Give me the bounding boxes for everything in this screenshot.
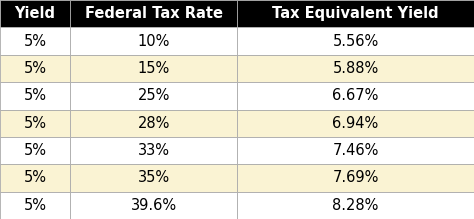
Bar: [0, 164, 70, 192]
Text: Yield: Yield: [15, 6, 55, 21]
Bar: [70, 164, 237, 192]
Bar: [0, 192, 70, 219]
Bar: [237, 0, 474, 27]
Text: Tax Equivalent Yield: Tax Equivalent Yield: [272, 6, 439, 21]
Bar: [0, 137, 70, 164]
Bar: [70, 110, 237, 137]
Text: 33%: 33%: [137, 143, 170, 158]
Text: 5.88%: 5.88%: [332, 61, 379, 76]
Bar: [0, 110, 70, 137]
Text: 5%: 5%: [24, 198, 46, 213]
Text: 5%: 5%: [24, 143, 46, 158]
Text: 8.28%: 8.28%: [332, 198, 379, 213]
Text: 10%: 10%: [137, 34, 170, 49]
Bar: [0, 55, 70, 82]
Bar: [0, 0, 70, 27]
Text: 39.6%: 39.6%: [130, 198, 177, 213]
Text: 5%: 5%: [24, 170, 46, 185]
Bar: [237, 82, 474, 110]
Text: 6.94%: 6.94%: [332, 116, 379, 131]
Bar: [237, 110, 474, 137]
Bar: [0, 82, 70, 110]
Text: 5.56%: 5.56%: [332, 34, 379, 49]
Bar: [237, 27, 474, 55]
Bar: [70, 137, 237, 164]
Text: 7.46%: 7.46%: [332, 143, 379, 158]
Bar: [237, 137, 474, 164]
Text: 5%: 5%: [24, 34, 46, 49]
Bar: [70, 82, 237, 110]
Text: 5%: 5%: [24, 116, 46, 131]
Text: 15%: 15%: [137, 61, 170, 76]
Text: 7.69%: 7.69%: [332, 170, 379, 185]
Text: 25%: 25%: [137, 88, 170, 103]
Text: 35%: 35%: [137, 170, 170, 185]
Text: 5%: 5%: [24, 61, 46, 76]
Bar: [70, 192, 237, 219]
Text: 5%: 5%: [24, 88, 46, 103]
Text: 28%: 28%: [137, 116, 170, 131]
Bar: [70, 0, 237, 27]
Bar: [70, 55, 237, 82]
Text: 6.67%: 6.67%: [332, 88, 379, 103]
Bar: [237, 164, 474, 192]
Bar: [0, 27, 70, 55]
Text: Federal Tax Rate: Federal Tax Rate: [84, 6, 223, 21]
Bar: [70, 27, 237, 55]
Bar: [237, 192, 474, 219]
Bar: [237, 55, 474, 82]
